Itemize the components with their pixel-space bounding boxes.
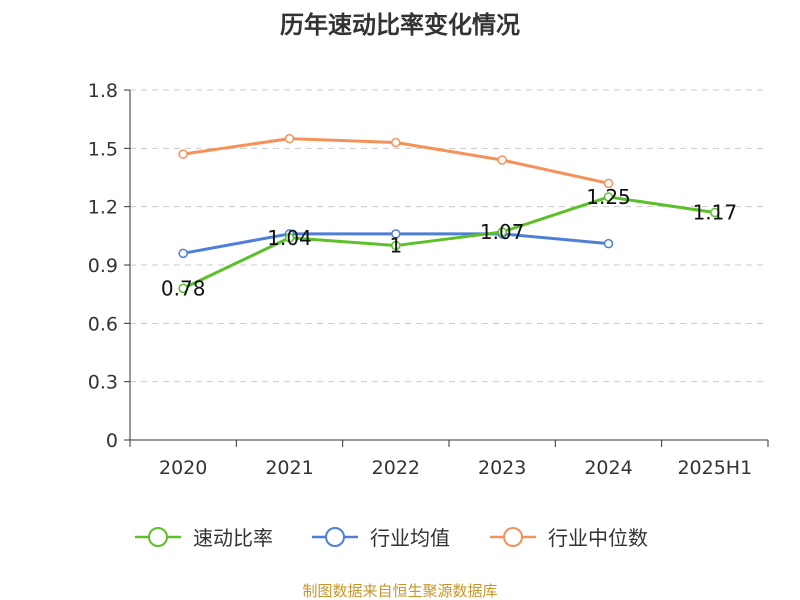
- x-tick-label: 2025H1: [677, 457, 752, 479]
- legend-marker: [325, 527, 345, 547]
- y-tick-label: 0.6: [88, 313, 118, 335]
- data-label: 1.17: [693, 201, 738, 225]
- legend-label: 行业均值: [370, 526, 450, 550]
- data-point: [497, 227, 507, 237]
- legend-marker: [503, 527, 523, 547]
- source-note: 制图数据来自恒生聚源数据库: [302, 582, 497, 600]
- legend-label: 行业中位数: [548, 526, 648, 550]
- data-point: [284, 133, 295, 144]
- x-tick-label: 2021: [265, 457, 313, 479]
- data-point: [391, 229, 401, 239]
- legend-label: 速动比率: [193, 526, 273, 550]
- grid-lines: [130, 89, 768, 383]
- data-point: [178, 149, 188, 159]
- data-label: 1.25: [586, 185, 631, 209]
- legend: 速动比率 行业均值 行业中位数: [135, 526, 648, 550]
- data-point: [284, 233, 295, 243]
- y-tick-label: 1.5: [88, 138, 118, 160]
- data-point: [391, 240, 401, 251]
- data-point: [178, 248, 188, 259]
- data-label: 1: [389, 234, 402, 258]
- y-tick-label: 0.9: [88, 255, 118, 277]
- x-tick-label: 2023: [478, 457, 526, 479]
- data-point: [710, 207, 720, 218]
- data-point: [603, 178, 614, 189]
- y-tick-label: 1.8: [88, 80, 118, 102]
- axes: 0 0.3 0.6 0.9 1.2 1.5 1.8 2020 2021 2022 2023 2024 2…: [88, 80, 769, 479]
- data-labels: 0.78 1.04 1 1.07 1.25 1.17: [161, 185, 737, 300]
- y-tick-label: 1.2: [88, 197, 118, 219]
- data-point: [497, 155, 507, 165]
- data-label: 1.07: [480, 220, 525, 244]
- x-tick-label: 2022: [372, 457, 420, 479]
- y-tick-label: 0.3: [88, 372, 118, 394]
- data-point: [603, 238, 614, 249]
- series-group: [178, 133, 720, 294]
- data-point: [391, 137, 401, 148]
- data-point: [178, 283, 188, 294]
- data-point: [603, 192, 614, 202]
- x-tick-label: 2024: [584, 457, 632, 479]
- series-line: [182, 195, 716, 290]
- y-tick-label: 0: [106, 430, 118, 452]
- chart-title: 历年速动比率变化情况: [280, 11, 520, 39]
- legend-marker: [148, 527, 168, 547]
- data-label: 0.78: [161, 276, 206, 300]
- data-label: 1.04: [267, 226, 312, 250]
- x-tick-label: 2020: [159, 457, 207, 479]
